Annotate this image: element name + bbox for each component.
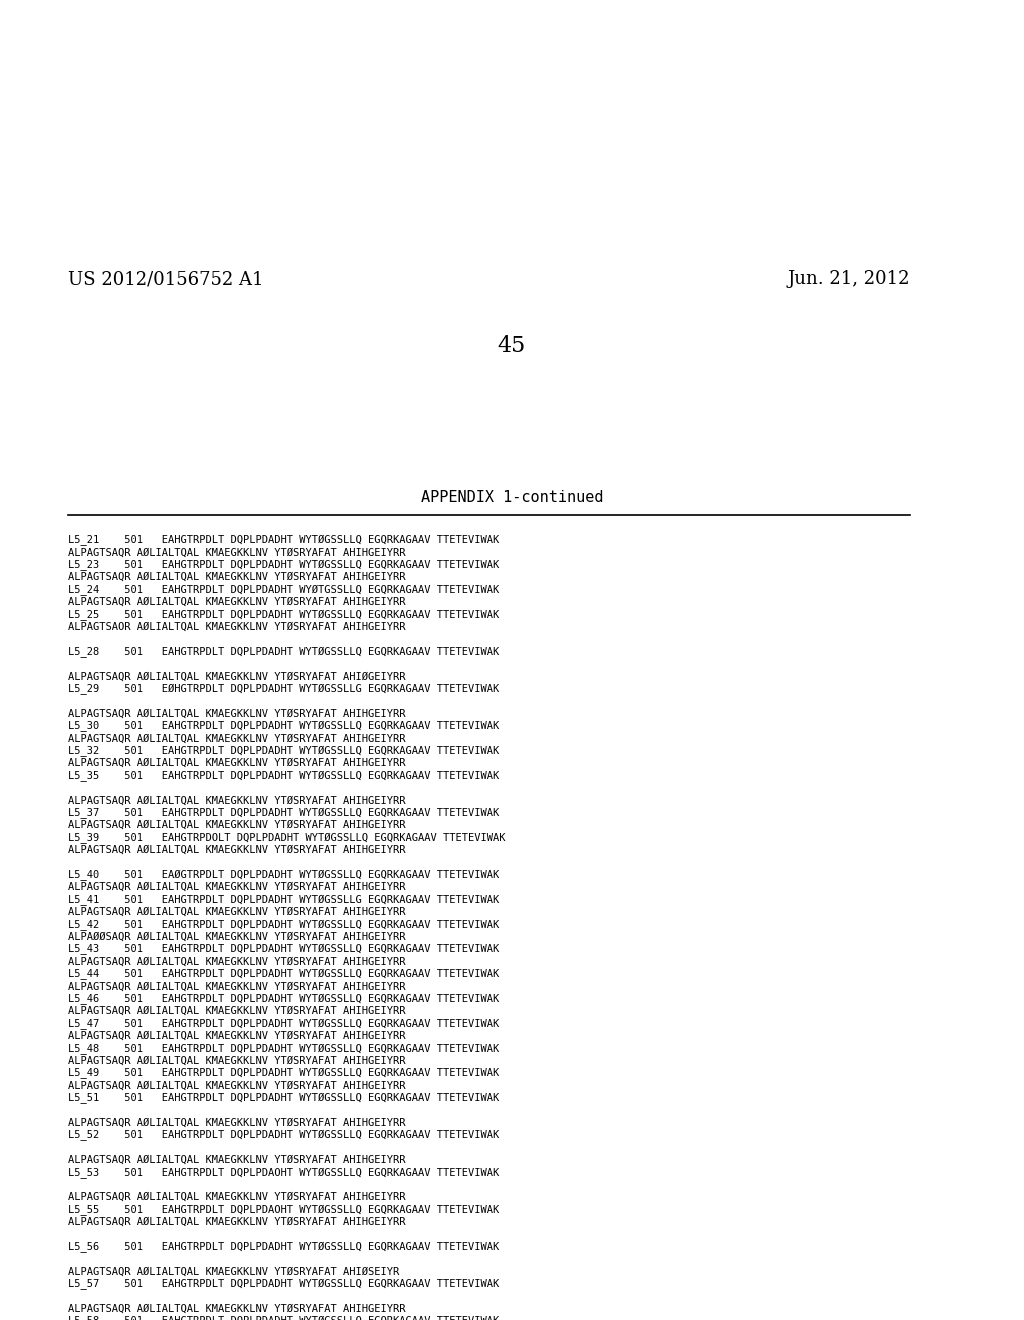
- Text: L5_53    501   EAHGTRPDLT DQPLPDAOHT WYTØGSSLLQ EGQRKAGAAV TTETEVIWAK: L5_53 501 EAHGTRPDLT DQPLPDAOHT WYTØGSSL…: [68, 1167, 500, 1179]
- Text: L5_24    501   EAHGTRPDLT DQPLPDADHT WYØTGSSLLQ EGQRKAGAAV TTETEVIWAK: L5_24 501 EAHGTRPDLT DQPLPDADHT WYØTGSSL…: [68, 585, 500, 595]
- Text: L5_35    501   EAHGTRPDLT DQPLPDADHT WYTØGSSLLQ EGQRKAGAAV TTETEVIWAK: L5_35 501 EAHGTRPDLT DQPLPDADHT WYTØGSSL…: [68, 771, 500, 781]
- Text: L5_52    501   EAHGTRPDLT DQPLPDADHT WYTØGSSLLQ EGQRKAGAAV TTETEVIWAK: L5_52 501 EAHGTRPDLT DQPLPDADHT WYTØGSSL…: [68, 1130, 500, 1142]
- Text: L5_57    501   EAHGTRPDLT DQPLPDADHT WYTØGSSLLQ EGQRKAGAAV TTETEVIWAK: L5_57 501 EAHGTRPDLT DQPLPDADHT WYTØGSSL…: [68, 1279, 500, 1290]
- Text: ALPAGTSAQR AØLIALTQAL KMAEGKKLNV YTØSRYAFAT AHIHGEIYRR: ALPAGTSAQR AØLIALTQAL KMAEGKKLNV YTØSRYA…: [68, 1006, 406, 1016]
- Text: ALPAGTSAQR AØLIALTQAL KMAEGKKLNV YTØSRYAFAT AHIHGEIYRR: ALPAGTSAQR AØLIALTQAL KMAEGKKLNV YTØSRYA…: [68, 709, 406, 718]
- Text: APPENDIX 1-continued: APPENDIX 1-continued: [421, 490, 603, 506]
- Text: Jun. 21, 2012: Jun. 21, 2012: [787, 271, 910, 288]
- Text: L5_23    501   EAHGTRPDLT DQPLPDADHT WYTØGSSLLQ EGQRKAGAAV TTETEVIWAK: L5_23 501 EAHGTRPDLT DQPLPDADHT WYTØGSSL…: [68, 560, 500, 572]
- Text: ALPAGTSAQR AØLIALTQAL KMAEGKKLNV YTØSRYAFAT AHIHGEIYRR: ALPAGTSAQR AØLIALTQAL KMAEGKKLNV YTØSRYA…: [68, 1031, 406, 1041]
- Text: L5_30    501   EAHGTRPDLT DQPLPDADHT WYTØGSSLLQ EGQRKAGAAV TTETEVIWAK: L5_30 501 EAHGTRPDLT DQPLPDADHT WYTØGSSL…: [68, 721, 500, 733]
- Text: ALPAGTSAQR AØLIALTQAL KMAEGKKLNV YTØSRYAFAT AHIHGEIYRR: ALPAGTSAQR AØLIALTQAL KMAEGKKLNV YTØSRYA…: [68, 957, 406, 966]
- Text: L5_25    501   EAHGTRPDLT DQPLPDADHT WYTØGSSLLQ EGQRKAGAAV TTETEVIWAK: L5_25 501 EAHGTRPDLT DQPLPDADHT WYTØGSSL…: [68, 610, 500, 620]
- Text: L5_40    501   EAØGTRPDLT DQPLPDADHT WYTØGSSLLQ EGQRKAGAAV TTETEVIWAK: L5_40 501 EAØGTRPDLT DQPLPDADHT WYTØGSSL…: [68, 870, 500, 880]
- Text: L5_47    501   EAHGTRPDLT DQPLPDADHT WYTØGSSLLQ EGQRKAGAAV TTETEVIWAK: L5_47 501 EAHGTRPDLT DQPLPDADHT WYTØGSSL…: [68, 1019, 500, 1030]
- Text: L5_48    501   EAHGTRPDLT DQPLPDADHT WYTØGSSLLQ EGQRKAGAAV TTETEVIWAK: L5_48 501 EAHGTRPDLT DQPLPDADHT WYTØGSSL…: [68, 1043, 500, 1055]
- Text: ALPAGTSAQR AØLIALTQAL KMAEGKKLNV YTØSRYAFAT AHIHGEIYRR: ALPAGTSAQR AØLIALTQAL KMAEGKKLNV YTØSRYA…: [68, 1118, 406, 1127]
- Text: ALPAGTSAQR AØLIALTQAL KMAEGKKLNV YTØSRYAFAT AHIØGEIYRR: ALPAGTSAQR AØLIALTQAL KMAEGKKLNV YTØSRYA…: [68, 672, 406, 681]
- Text: 45: 45: [498, 335, 526, 356]
- Text: ALPAGTSAQR AØLIALTQAL KMAEGKKLNV YTØSRYAFAT AHIHGEIYRR: ALPAGTSAQR AØLIALTQAL KMAEGKKLNV YTØSRYA…: [68, 907, 406, 917]
- Text: ALPAGTSAQR AØLIALTQAL KMAEGKKLNV YTØSRYAFAT AHIHGEIYRR: ALPAGTSAQR AØLIALTQAL KMAEGKKLNV YTØSRYA…: [68, 572, 406, 582]
- Text: L5_43    501   EAHGTRPDLT DQPLPDADHT WYTØGSSLLQ EGQRKAGAAV TTETEVIWAK: L5_43 501 EAHGTRPDLT DQPLPDADHT WYTØGSSL…: [68, 944, 500, 956]
- Text: ALPAGTSAQR AØLIALTQAL KMAEGKKLNV YTØSRYAFAT AHIHGEIYRR: ALPAGTSAQR AØLIALTQAL KMAEGKKLNV YTØSRYA…: [68, 1081, 406, 1090]
- Text: ALPAGTSAQR AØLIALTQAL KMAEGKKLNV YTØSRYAFAT AHIHGEIYRR: ALPAGTSAQR AØLIALTQAL KMAEGKKLNV YTØSRYA…: [68, 796, 406, 805]
- Text: L5_29    501   EØHGTRPDLT DQPLPDADHT WYTØGSSLLG EGQRKAGAAV TTETEVIWAK: L5_29 501 EØHGTRPDLT DQPLPDADHT WYTØGSSL…: [68, 684, 500, 694]
- Text: ALPAGTSAQR AØLIALTQAL KMAEGKKLNV YTØSRYAFAT AHIHGEIYRR: ALPAGTSAQR AØLIALTQAL KMAEGKKLNV YTØSRYA…: [68, 1217, 406, 1228]
- Text: L5_41    501   EAHGTRPDLT DQPLPDADHT WYTØGSSLLG EGQRKAGAAV TTETEVIWAK: L5_41 501 EAHGTRPDLT DQPLPDADHT WYTØGSSL…: [68, 895, 500, 906]
- Text: L5_58    501   EAHGTRPDLT DQPLPDADHT WYTØGSSLLQ EGQRKAGAAV TTETEVIWAK: L5_58 501 EAHGTRPDLT DQPLPDADHT WYTØGSSL…: [68, 1316, 500, 1320]
- Text: L5_42    501   EAHGTRPDLT DQPLPDADHT WYTØGSSLLQ EGQRKAGAAV TTETEVIWAK: L5_42 501 EAHGTRPDLT DQPLPDADHT WYTØGSSL…: [68, 920, 500, 931]
- Text: ALPAGTSAQR AØLIALTQAL KMAEGKKLNV YTØSRYAFAT AHIHGEIYRR: ALPAGTSAQR AØLIALTQAL KMAEGKKLNV YTØSRYA…: [68, 758, 406, 768]
- Text: L5_37    501   EAHGTRPDLT DQPLPDADHT WYTØGSSLLQ EGQRKAGAAV TTETEVIWAK: L5_37 501 EAHGTRPDLT DQPLPDADHT WYTØGSSL…: [68, 808, 500, 818]
- Text: ALPAGTSAQR AØLIALTQAL KMAEGKKLNV YTØSRYAFAT AHIHGEIYRR: ALPAGTSAQR AØLIALTQAL KMAEGKKLNV YTØSRYA…: [68, 1155, 406, 1166]
- Text: L5_55    501   EAHGTRPDLT DQPLPDAOHT WYTØGSSLLQ EGQRKAGAAV TTETEVIWAK: L5_55 501 EAHGTRPDLT DQPLPDAOHT WYTØGSSL…: [68, 1205, 500, 1216]
- Text: ALPAGTSAQR AØLIALTQAL KMAEGKKLNV YTØSRYAFAT AHIHGEIYRR: ALPAGTSAQR AØLIALTQAL KMAEGKKLNV YTØSRYA…: [68, 548, 406, 557]
- Text: L5_46    501   EAHGTRPDLT DQPLPDADHT WYTØGSSLLQ EGQRKAGAAV TTETEVIWAK: L5_46 501 EAHGTRPDLT DQPLPDADHT WYTØGSSL…: [68, 994, 500, 1005]
- Text: ALPAGTSAQR AØLIALTQAL KMAEGKKLNV YTØSRYAFAT AHIHGEIYRR: ALPAGTSAQR AØLIALTQAL KMAEGKKLNV YTØSRYA…: [68, 981, 406, 991]
- Text: ALPAGTSAQR AØLIALTQAL KMAEGKKLNV YTØSRYAFAT AHIHGEIYRR: ALPAGTSAQR AØLIALTQAL KMAEGKKLNV YTØSRYA…: [68, 1056, 406, 1065]
- Text: L5_44    501   EAHGTRPDLT DQPLPDADHT WYTØGSSLLQ EGQRKAGAAV TTETEVIWAK: L5_44 501 EAHGTRPDLT DQPLPDADHT WYTØGSSL…: [68, 969, 500, 981]
- Text: L5_56    501   EAHGTRPDLT DQPLPDADHT WYTØGSSLLQ EGQRKAGAAV TTETEVIWAK: L5_56 501 EAHGTRPDLT DQPLPDADHT WYTØGSSL…: [68, 1242, 500, 1253]
- Text: US 2012/0156752 A1: US 2012/0156752 A1: [68, 271, 263, 288]
- Text: L5_32    501   EAHGTRPDLT DQPLPDADHT WYTØGSSLLQ EGQRKAGAAV TTETEVIWAK: L5_32 501 EAHGTRPDLT DQPLPDADHT WYTØGSSL…: [68, 746, 500, 756]
- Text: L5_21    501   EAHGTRPDLT DQPLPDADHT WYTØGSSLLQ EGQRKAGAAV TTETEVIWAK: L5_21 501 EAHGTRPDLT DQPLPDADHT WYTØGSSL…: [68, 535, 500, 546]
- Text: ALPAGTSAQR AØLIALTQAL KMAEGKKLNV YTØSRYAFAT AHIHGEIYRR: ALPAGTSAQR AØLIALTQAL KMAEGKKLNV YTØSRYA…: [68, 1192, 406, 1203]
- Text: ALPAGTSAQR AØLIALTQAL KMAEGKKLNV YTØSRYAFAT AHIHGEIYRR: ALPAGTSAQR AØLIALTQAL KMAEGKKLNV YTØSRYA…: [68, 882, 406, 892]
- Text: ALPAØØSAQR AØLIALTQAL KMAEGKKLNV YTØSRYAFAT AHIHGEIYRR: ALPAØØSAQR AØLIALTQAL KMAEGKKLNV YTØSRYA…: [68, 932, 406, 941]
- Text: ALPAGTSAQR AØLIALTQAL KMAEGKKLNV YTØSRYAFAT AHIHGEIYRR: ALPAGTSAQR AØLIALTQAL KMAEGKKLNV YTØSRYA…: [68, 597, 406, 607]
- Text: ALPAGTSAQR AØLIALTQAL KMAEGKKLNV YTØSRYAFAT AHIHGEIYRR: ALPAGTSAQR AØLIALTQAL KMAEGKKLNV YTØSRYA…: [68, 845, 406, 855]
- Text: L5_28    501   EAHGTRPDLT DQPLPDADHT WYTØGSSLLQ EGQRKAGAAV TTETEVIWAK: L5_28 501 EAHGTRPDLT DQPLPDADHT WYTØGSSL…: [68, 647, 500, 657]
- Text: L5_39    501   EAHGTRPDOLT DQPLPDADHT WYTØGSSLLQ EGQRKAGAAV TTETEVIWAK: L5_39 501 EAHGTRPDOLT DQPLPDADHT WYTØGSS…: [68, 833, 506, 843]
- Text: L5_49    501   EAHGTRPDLT DQPLPDADHT WYTØGSSLLQ EGQRKAGAAV TTETEVIWAK: L5_49 501 EAHGTRPDLT DQPLPDADHT WYTØGSSL…: [68, 1068, 500, 1080]
- Text: ALPAGTSAQR AØLIALTQAL KMAEGKKLNV YTØSRYAFAT AHIHGEIYRR: ALPAGTSAQR AØLIALTQAL KMAEGKKLNV YTØSRYA…: [68, 820, 406, 830]
- Text: ALPAGTSAQR AØLIALTQAL KMAEGKKLNV YTØSRYAFAT AHIHGEIYRR: ALPAGTSAQR AØLIALTQAL KMAEGKKLNV YTØSRYA…: [68, 1304, 406, 1313]
- Text: ALPAGTSAOR AØLIALTQAL KMAEGKKLNV YTØSRYAFAT AHIHGEIYRR: ALPAGTSAOR AØLIALTQAL KMAEGKKLNV YTØSRYA…: [68, 622, 406, 632]
- Text: L5_51    501   EAHGTRPDLT DQPLPDADHT WYTØGSSLLQ EGQRKAGAAV TTETEVIWAK: L5_51 501 EAHGTRPDLT DQPLPDADHT WYTØGSSL…: [68, 1093, 500, 1104]
- Text: ALPAGTSAQR AØLIALTQAL KMAEGKKLNV YTØSRYAFAT AHIØSEIYR: ALPAGTSAQR AØLIALTQAL KMAEGKKLNV YTØSRYA…: [68, 1267, 399, 1276]
- Text: ALPAGTSAQR AØLIALTQAL KMAEGKKLNV YTØSRYAFAT AHIHGEIYRR: ALPAGTSAQR AØLIALTQAL KMAEGKKLNV YTØSRYA…: [68, 734, 406, 743]
